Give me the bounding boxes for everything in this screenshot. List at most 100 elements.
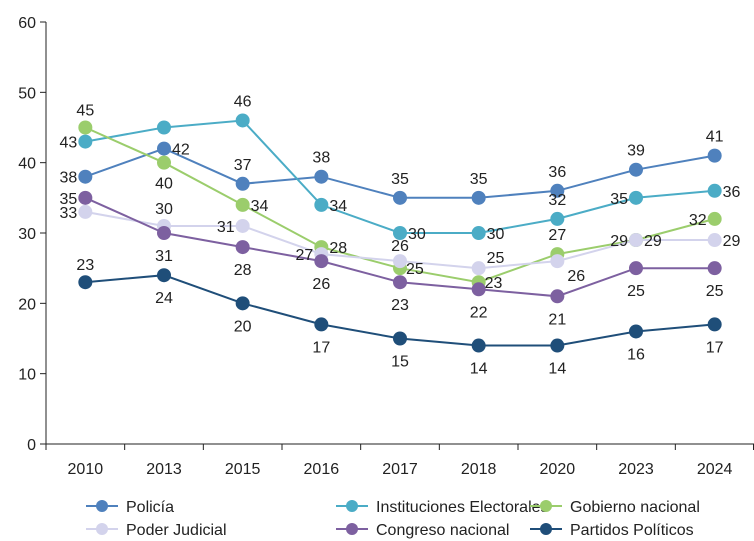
data-label: 39	[627, 143, 645, 160]
data-point	[471, 261, 486, 276]
legend-marker	[346, 500, 358, 512]
data-label: 25	[487, 250, 505, 267]
legend-label: Poder Judicial	[126, 522, 227, 539]
data-label: 40	[155, 176, 173, 193]
legend-label: Partidos Políticos	[570, 522, 694, 539]
data-label: 34	[329, 198, 347, 215]
data-label: 30	[408, 226, 426, 243]
series-points	[78, 113, 722, 353]
data-label: 22	[470, 304, 488, 321]
data-point	[235, 296, 250, 311]
data-label: 29	[723, 233, 741, 250]
data-label: 26	[567, 268, 585, 285]
y-tick-label: 60	[18, 15, 36, 32]
data-point	[629, 190, 643, 205]
data-label: 17	[312, 339, 330, 356]
data-point	[550, 254, 565, 269]
data-point	[707, 148, 722, 163]
data-label: 28	[234, 262, 252, 279]
data-point	[393, 275, 407, 290]
data-point	[78, 120, 93, 135]
y-tick-label: 40	[18, 156, 36, 173]
data-label: 23	[76, 257, 94, 274]
data-point	[157, 226, 171, 240]
data-label: 23	[391, 297, 409, 314]
data-point	[707, 261, 722, 276]
data-label: 32	[548, 192, 566, 209]
data-point	[235, 176, 250, 191]
data-point	[78, 134, 93, 149]
x-tick-label: 2010	[68, 461, 104, 478]
data-label: 15	[391, 354, 409, 371]
legend-label: Instituciones Electorales	[376, 499, 549, 516]
legend-item: Policía	[86, 499, 174, 516]
data-label: 32	[689, 212, 707, 229]
y-tick-label: 0	[27, 437, 36, 454]
data-point	[629, 162, 643, 177]
data-label: 28	[329, 240, 347, 257]
data-label: 30	[487, 226, 505, 243]
data-label: 16	[627, 346, 645, 363]
x-tick-label: 2018	[461, 461, 497, 478]
legend: Policía Instituciones Electorales Gobierno…	[86, 499, 700, 539]
data-label: 41	[706, 129, 724, 146]
data-label: 25	[627, 283, 645, 300]
x-tick-label: 2016	[304, 461, 340, 478]
legend-item: Poder Judicial	[86, 522, 227, 539]
data-label: 37	[234, 157, 252, 174]
x-tick-label: 2024	[697, 461, 733, 478]
data-label: 25	[706, 283, 724, 300]
data-point	[157, 120, 171, 135]
data-label: 38	[312, 150, 330, 167]
data-point	[707, 183, 722, 198]
data-label: 35	[391, 171, 409, 188]
x-tick-label: 2023	[618, 461, 654, 478]
y-tick-label: 20	[18, 296, 36, 313]
data-point	[235, 113, 250, 128]
legend-label: Congreso nacional	[376, 522, 509, 539]
data-point	[629, 233, 643, 248]
data-point	[78, 169, 93, 184]
data-point	[707, 317, 722, 332]
data-point	[707, 233, 722, 248]
legend-label: Gobierno nacional	[570, 499, 700, 516]
data-point	[471, 338, 486, 353]
data-label: 46	[234, 93, 252, 110]
data-label: 38	[60, 170, 78, 187]
legend-marker	[96, 500, 108, 512]
data-label: 36	[723, 184, 741, 201]
data-point	[78, 275, 93, 290]
data-label: 26	[312, 276, 330, 293]
legend-item: Gobierno nacional	[530, 499, 700, 516]
data-point	[157, 268, 171, 283]
x-tick-label: 2020	[540, 461, 576, 478]
data-point	[78, 204, 93, 219]
data-point	[314, 254, 329, 269]
data-label: 31	[155, 248, 173, 265]
data-label: 35	[60, 191, 78, 208]
legend-marker	[346, 523, 358, 535]
data-label: 27	[548, 227, 566, 244]
data-label: 27	[296, 247, 314, 264]
data-label: 31	[217, 219, 235, 236]
legend-marker	[540, 500, 552, 512]
data-point	[393, 190, 407, 205]
data-point	[707, 211, 722, 226]
x-tick-label: 2015	[225, 461, 261, 478]
data-label: 43	[60, 135, 78, 152]
data-point	[550, 183, 565, 198]
y-tick-label: 30	[18, 226, 36, 243]
data-label: 14	[548, 361, 566, 378]
data-label: 30	[155, 201, 173, 218]
data-point	[550, 211, 565, 226]
data-label: 29	[644, 233, 662, 250]
legend-item: Congreso nacional	[336, 522, 509, 539]
data-label: 17	[706, 339, 724, 356]
data-point	[629, 261, 643, 276]
data-point	[550, 338, 565, 353]
legend-label: Policía	[126, 499, 174, 516]
y-tick-label: 50	[18, 85, 36, 102]
data-point	[314, 169, 329, 184]
